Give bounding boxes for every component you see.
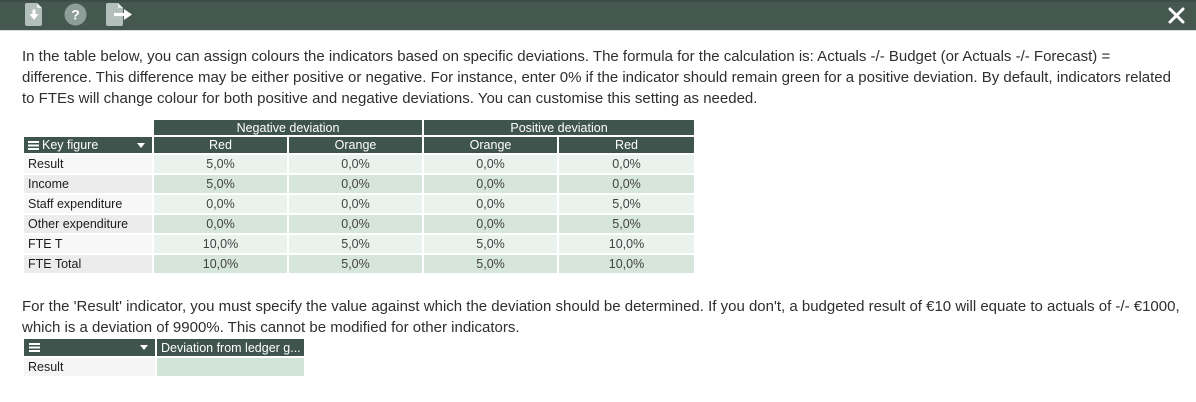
row-label: Other expenditure (24, 215, 154, 235)
deviation-value-cell[interactable]: 5,0% (424, 255, 560, 275)
export-button[interactable] (106, 2, 133, 31)
deviation-value-cell[interactable]: 5,0% (289, 255, 425, 275)
close-button[interactable] (1168, 2, 1185, 31)
chevron-down-icon (137, 142, 145, 148)
deviation-ledger-column-header: Deviation from ledger g... (157, 339, 306, 358)
deviation-value-cell[interactable]: 0,0% (289, 215, 425, 235)
deviation-value-cell[interactable]: 5,0% (154, 155, 289, 175)
key-figure-label: Key figure (42, 138, 99, 152)
deviation-value-cell[interactable]: 0,0% (424, 195, 560, 215)
key-figure-dropdown[interactable]: Key figure (24, 137, 154, 155)
table-row: Result 5,0% 0,0% 0,0% 0,0% (24, 155, 695, 175)
row-label: FTE T (24, 235, 154, 255)
deviation-value-cell[interactable]: 0,0% (154, 195, 289, 215)
deviation-value-cell[interactable]: 5,0% (559, 215, 695, 235)
close-icon (1168, 7, 1185, 27)
deviation-value-cell[interactable]: 0,0% (289, 195, 425, 215)
help-icon: ? (64, 3, 87, 29)
svg-text:?: ? (71, 7, 80, 23)
deviation-value-cell[interactable]: 10,0% (559, 235, 695, 255)
deviation-value-cell[interactable]: 0,0% (424, 215, 560, 235)
deviation-value-cell[interactable]: 0,0% (289, 175, 425, 195)
deviation-value-cell[interactable]: 5,0% (424, 235, 560, 255)
result-table-dropdown[interactable] (24, 339, 157, 358)
intro-text: In the table below, you can assign colou… (22, 48, 1171, 107)
toolbar: ? (0, 0, 1196, 31)
table-row: Income 5,0% 0,0% 0,0% 0,0% (24, 175, 695, 195)
row-label: FTE Total (24, 255, 154, 275)
deviation-value-cell[interactable]: 0,0% (289, 155, 425, 175)
row-label: Result (24, 155, 154, 175)
pos-red-column-header: Red (559, 137, 695, 155)
deviation-value-cell[interactable]: 0,0% (424, 155, 560, 175)
help-button[interactable]: ? (64, 2, 87, 31)
neg-red-column-header: Red (154, 137, 289, 155)
chevron-down-icon (140, 345, 148, 350)
neg-orange-column-header: Orange (289, 137, 425, 155)
table-row: Result (24, 358, 306, 378)
table-row: Staff expenditure 0,0% 0,0% 0,0% 5,0% (24, 195, 695, 215)
blank-header-cell (24, 120, 154, 137)
deviation-value-cell[interactable]: 0,0% (154, 215, 289, 235)
row-label: Income (24, 175, 154, 195)
export-document-icon (106, 3, 133, 29)
menu-icon (28, 140, 39, 150)
deviation-table: Negative deviation Positive deviation Ke… (24, 120, 695, 275)
result-deviation-table: Deviation from ledger g... Result (24, 339, 306, 378)
table-row: FTE Total 10,0% 5,0% 5,0% 10,0% (24, 255, 695, 275)
positive-deviation-header: Positive deviation (424, 120, 695, 137)
ledger-value-cell[interactable] (157, 358, 306, 378)
row-label: Result (24, 358, 157, 378)
deviation-value-cell[interactable]: 5,0% (559, 195, 695, 215)
negative-deviation-header: Negative deviation (154, 120, 425, 137)
row-label: Staff expenditure (24, 195, 154, 215)
deviation-value-cell[interactable]: 5,0% (289, 235, 425, 255)
table-row: Other expenditure 0,0% 0,0% 0,0% 5,0% (24, 215, 695, 235)
deviation-value-cell[interactable]: 5,0% (154, 175, 289, 195)
deviation-value-cell[interactable]: 0,0% (559, 175, 695, 195)
deviation-value-cell[interactable]: 0,0% (424, 175, 560, 195)
save-document-button[interactable] (24, 2, 44, 31)
download-document-icon (24, 3, 44, 29)
deviation-value-cell[interactable]: 10,0% (559, 255, 695, 275)
table-row: FTE T 10,0% 5,0% 5,0% 10,0% (24, 235, 695, 255)
deviation-value-cell[interactable]: 10,0% (154, 255, 289, 275)
result-text: For the 'Result' indicator, you must spe… (22, 298, 1180, 336)
deviation-value-cell[interactable]: 10,0% (154, 235, 289, 255)
deviation-value-cell[interactable]: 0,0% (559, 155, 695, 175)
menu-icon (29, 343, 40, 352)
pos-orange-column-header: Orange (424, 137, 560, 155)
